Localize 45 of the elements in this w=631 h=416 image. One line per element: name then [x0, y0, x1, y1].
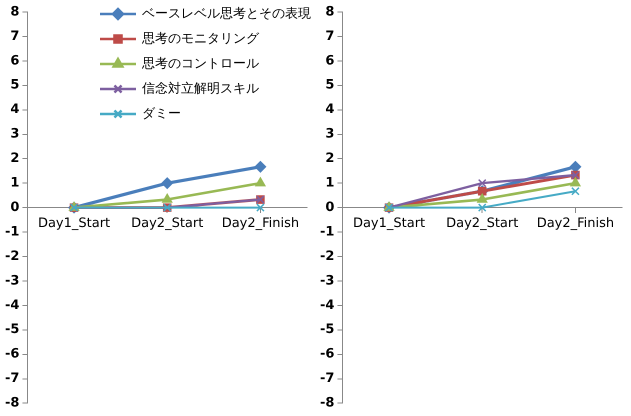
- x-tick-label: Day2_Finish: [222, 216, 300, 231]
- legend-label: ベースレベル思考とその表現: [142, 6, 311, 22]
- y-tick-label: 6: [325, 53, 334, 68]
- y-tick-label: -2: [4, 248, 20, 264]
- y-tick-label: -7: [4, 371, 20, 386]
- y-tick-label: -7: [320, 371, 334, 386]
- y-tick-label: 2: [325, 151, 334, 166]
- x-tick-label: Day1_Start: [352, 216, 426, 231]
- y-tick-label: 0: [10, 200, 20, 215]
- y-tick-label: 0: [325, 200, 334, 215]
- y-tick-label: 4: [10, 102, 20, 118]
- y-tick-label: 3: [10, 126, 20, 142]
- y-tick-label: 5: [325, 78, 334, 93]
- y-tick-label: 8: [325, 4, 334, 20]
- legend-label: 思考のモニタリング: [141, 31, 260, 46]
- y-tick-label: -4: [320, 298, 334, 313]
- y-tick-label: -4: [4, 298, 20, 313]
- y-tick-label: 7: [325, 28, 334, 44]
- y-tick-label: -2: [320, 248, 334, 264]
- y-tick-label: -1: [320, 224, 334, 240]
- y-tick-label: 6: [10, 53, 20, 68]
- x-tick-label: Day1_Start: [38, 216, 110, 231]
- y-tick-label: 1: [10, 176, 20, 191]
- y-tick-label: 7: [10, 28, 20, 44]
- y-tick-label: -5: [320, 322, 334, 338]
- y-tick-label: -6: [4, 346, 20, 362]
- y-tick-label: -8: [320, 396, 334, 411]
- y-tick-label: 4: [325, 102, 334, 118]
- y-tick-label: 2: [10, 151, 20, 166]
- y-tick-label: -3: [4, 273, 20, 288]
- x-tick-label: Day2_Finish: [536, 216, 614, 231]
- y-tick-label: -5: [4, 322, 20, 338]
- y-tick-label: -1: [4, 224, 20, 240]
- y-tick-label: -3: [320, 273, 334, 288]
- legend-label: 信念対立解明スキル: [142, 80, 259, 96]
- x-tick-label: Day2_Start: [446, 216, 518, 231]
- y-tick-label: 5: [10, 78, 20, 93]
- x-tick-label: Day2_Start: [131, 216, 204, 231]
- y-tick-label: -8: [4, 396, 20, 411]
- y-tick-label: 8: [10, 4, 20, 20]
- legend-label: 思考のコントロール: [141, 56, 259, 72]
- legend-label: ダミー: [142, 106, 181, 122]
- y-tick-label: 3: [325, 126, 334, 142]
- y-tick-label: 1: [325, 176, 334, 191]
- y-tick-label: -6: [320, 346, 334, 362]
